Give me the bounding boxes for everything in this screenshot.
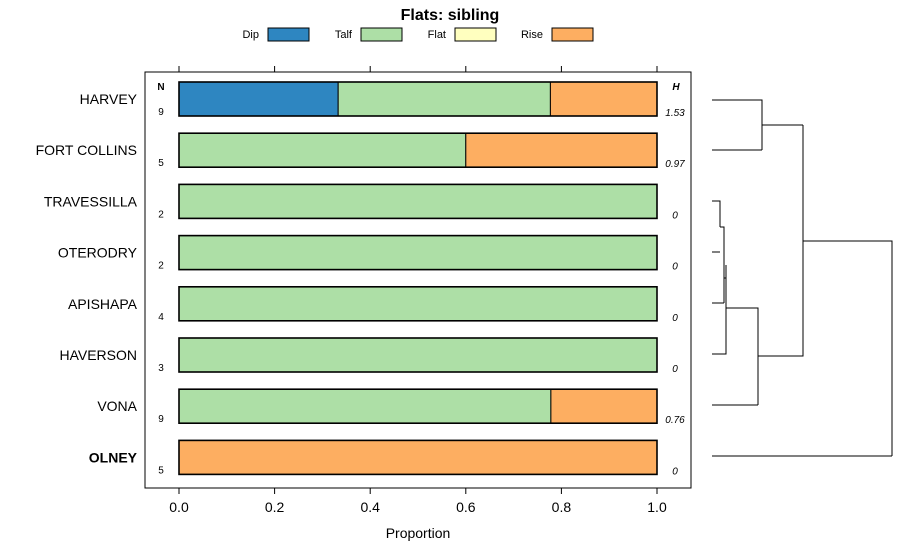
category-labels: HARVEY 9 1.53 FORT COLLINS 5 0.97 TRAVESSILLA 2… bbox=[36, 91, 686, 477]
bar-segment-dip bbox=[178, 81, 339, 117]
dendrogram-branch bbox=[712, 125, 893, 457]
bar-segment-talf bbox=[178, 337, 658, 373]
bar-segment-talf bbox=[178, 183, 658, 219]
bar-outline bbox=[178, 183, 658, 220]
category-label: HARVEY bbox=[80, 91, 138, 107]
dendrogram-branch bbox=[712, 265, 759, 406]
x-tick-label: 1.0 bbox=[647, 499, 667, 515]
n-value: 3 bbox=[158, 363, 164, 374]
bar-outline bbox=[178, 439, 658, 476]
bar-segment-rise bbox=[550, 388, 658, 424]
bar-outline bbox=[178, 234, 658, 271]
n-value: 9 bbox=[158, 107, 164, 118]
legend-swatch-rise bbox=[551, 27, 594, 42]
n-value: 4 bbox=[158, 312, 164, 323]
bar-segment-talf bbox=[178, 286, 658, 322]
plot-panel bbox=[144, 71, 692, 489]
bar-segment-rise bbox=[178, 439, 658, 475]
bar-segment-rise bbox=[549, 81, 658, 117]
h-column-header: H bbox=[672, 82, 680, 93]
bar-outline bbox=[178, 285, 658, 322]
x-axis-title: Proportion bbox=[386, 525, 451, 541]
x-tick-label: 0.2 bbox=[265, 499, 285, 515]
bars bbox=[178, 81, 658, 476]
bar-segment-rise bbox=[465, 132, 658, 168]
h-value: 0 bbox=[672, 210, 678, 221]
bar-outline bbox=[178, 337, 658, 373]
x-tick-label: 0.4 bbox=[360, 499, 380, 515]
legend: Dip Talf Flat Rise bbox=[242, 27, 594, 42]
category-label: OTERODRY bbox=[58, 245, 138, 261]
category-label: FORT COLLINS bbox=[36, 142, 137, 158]
x-tick-label: 0.0 bbox=[169, 499, 189, 515]
h-value: 1.53 bbox=[665, 108, 685, 119]
h-value: 0 bbox=[672, 466, 678, 477]
legend-swatch-dip bbox=[267, 27, 310, 42]
x-tick-label: 0.6 bbox=[456, 499, 476, 515]
category-label: TRAVESSILLA bbox=[44, 193, 138, 209]
bar-outline bbox=[178, 132, 658, 168]
dendrogram bbox=[712, 99, 893, 457]
h-value: 0.97 bbox=[665, 159, 685, 170]
h-value: 0 bbox=[672, 262, 678, 273]
x-axis: 0.0 0.2 0.4 0.6 0.8 1.0 bbox=[169, 66, 667, 515]
bar-segment-talf bbox=[178, 132, 467, 168]
h-value: 0 bbox=[672, 313, 678, 324]
legend-swatch-flat bbox=[454, 27, 497, 42]
dendrogram-branch bbox=[712, 99, 803, 151]
n-value: 5 bbox=[158, 158, 164, 169]
chart-title: Flats: sibling bbox=[401, 7, 500, 24]
n-value: 9 bbox=[158, 414, 164, 425]
bar-segment-talf bbox=[178, 388, 552, 424]
bar-outline bbox=[178, 388, 658, 425]
legend-label-dip: Dip bbox=[242, 29, 259, 41]
bar-segment-talf bbox=[337, 81, 551, 117]
n-value: 5 bbox=[158, 465, 164, 476]
dendrogram-branch bbox=[712, 200, 721, 253]
n-value: 2 bbox=[158, 261, 164, 272]
bar-outline bbox=[178, 81, 658, 117]
n-column-header: N bbox=[157, 82, 164, 93]
n-value: 2 bbox=[158, 209, 164, 220]
x-tick-label: 0.8 bbox=[552, 499, 572, 515]
category-label: OLNEY bbox=[89, 449, 138, 465]
legend-label-rise: Rise bbox=[521, 29, 543, 41]
h-value: 0.76 bbox=[665, 415, 685, 426]
legend-label-flat: Flat bbox=[428, 29, 446, 41]
legend-swatch-talf bbox=[360, 27, 403, 42]
category-label: VONA bbox=[97, 398, 137, 414]
bar-segment-talf bbox=[178, 235, 658, 271]
dendrogram-branch bbox=[712, 226, 725, 304]
h-value: 0 bbox=[672, 364, 678, 375]
category-label: APISHAPA bbox=[68, 296, 138, 312]
legend-label-talf: Talf bbox=[335, 29, 353, 41]
category-label: HAVERSON bbox=[59, 347, 137, 363]
